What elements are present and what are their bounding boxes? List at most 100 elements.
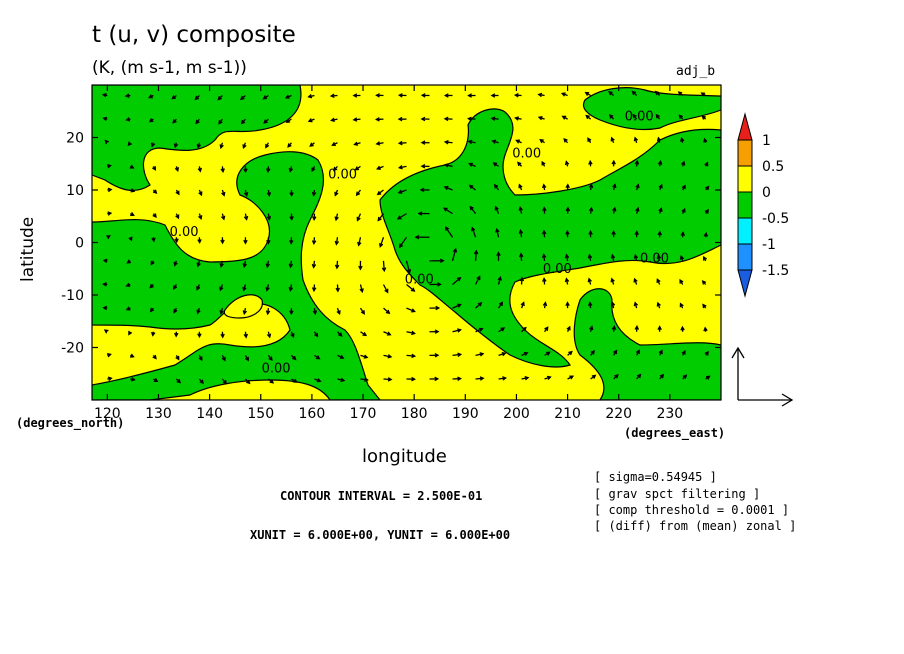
- green-region-northeast-patch: [582, 87, 721, 131]
- wind-vector-head: [311, 263, 317, 269]
- wind-vector-head: [269, 379, 275, 384]
- wind-vector-head: [196, 309, 201, 315]
- wind-vector-head: [631, 90, 637, 96]
- wind-vector-head: [514, 116, 520, 121]
- wind-vector-head: [704, 161, 709, 167]
- wind-vector-head: [518, 252, 524, 258]
- wind-vector-head: [633, 277, 638, 283]
- wind-vector-head: [679, 254, 685, 260]
- wind-vector-head: [632, 113, 637, 119]
- wind-vector-head: [417, 211, 423, 216]
- wind-vector-head: [658, 183, 663, 189]
- wind-vector-head: [681, 184, 686, 190]
- wind-vector-head: [443, 93, 449, 98]
- wind-vector-head: [500, 327, 506, 332]
- wind-vector-head: [560, 92, 566, 97]
- wind-vector: [382, 284, 389, 293]
- wind-vector-head: [701, 115, 706, 120]
- wind-vector-head: [125, 306, 131, 311]
- wind-vector-head: [546, 351, 551, 356]
- wind-vector-head: [498, 301, 504, 307]
- wind-vector-head: [334, 216, 339, 222]
- wind-vector-head: [420, 116, 426, 122]
- wind-vector-head: [700, 92, 706, 97]
- wind-vector-head: [457, 328, 462, 333]
- wind-vector-head: [501, 351, 507, 357]
- wind-vector-head: [469, 205, 474, 211]
- wind-vector-head: [174, 238, 179, 244]
- wind-vector-head: [387, 354, 393, 359]
- wind-vector-head: [443, 116, 449, 122]
- wind-vector-head: [479, 352, 485, 357]
- wind-vector-head: [523, 351, 529, 357]
- wind-vector-head: [703, 137, 708, 143]
- wind-vector-head: [316, 378, 322, 383]
- wind-vector-head: [175, 214, 180, 220]
- wind-vector-head: [434, 353, 440, 358]
- wind-vector-head: [240, 119, 246, 125]
- wind-vector-head: [196, 285, 201, 291]
- wind-vector-head: [608, 114, 614, 119]
- wind-vector-head: [539, 139, 544, 144]
- x-tick-label: 220: [605, 406, 632, 422]
- contour-label: 0.00: [405, 272, 434, 287]
- y-tick-label: 20: [66, 131, 84, 147]
- wind-vector-head: [419, 187, 425, 193]
- wind-vector-head: [220, 333, 225, 339]
- wind-vector-head: [107, 211, 113, 216]
- vector-units-text: XUNIT = 6.000E+00, YUNIT = 6.000E+00: [250, 528, 511, 542]
- wind-vector-head: [340, 377, 346, 383]
- wind-vector-head: [537, 116, 543, 121]
- note-line: [ grav spct filtering ]: [594, 487, 761, 501]
- wind-vector-head: [219, 263, 224, 268]
- wind-vector-head: [220, 215, 226, 221]
- wind-vector-head: [243, 333, 249, 339]
- x-tick-label: 140: [196, 406, 223, 422]
- wind-vector-head: [613, 349, 618, 355]
- wind-vector-head: [128, 330, 133, 336]
- wind-vector-head: [518, 206, 523, 211]
- wind-vector-head: [243, 215, 249, 221]
- wind-vector-head: [435, 305, 441, 311]
- wind-vector-head: [107, 353, 112, 358]
- colorbar-label: -1: [762, 237, 776, 253]
- wind-vector-head: [362, 332, 368, 337]
- wind-vector: [397, 213, 407, 220]
- wind-vector-head: [634, 230, 639, 235]
- wind-vector-head: [591, 374, 597, 379]
- wind-vector-head: [199, 379, 204, 385]
- x-tick-label: 130: [145, 406, 172, 422]
- wind-vector-head: [541, 253, 547, 259]
- wind-vector-head: [568, 350, 573, 356]
- wind-vector-head: [352, 117, 358, 122]
- wind-vector-head: [398, 243, 404, 249]
- wind-vector-head: [102, 282, 107, 287]
- wind-vector-head: [265, 168, 271, 174]
- wind-vector-head: [196, 143, 202, 149]
- wind-vector-head: [339, 354, 345, 359]
- x-tick-label: 230: [656, 406, 683, 422]
- wind-vector-head: [376, 190, 382, 196]
- wind-vector-head: [496, 251, 501, 256]
- wind-vector-head: [520, 301, 525, 307]
- wind-vector-head: [561, 115, 567, 120]
- wind-vector-head: [518, 228, 524, 234]
- wind-vector-head: [311, 191, 317, 197]
- wind-vector-head: [654, 90, 660, 96]
- wind-vector-head: [658, 349, 663, 355]
- wind-vector-head: [411, 308, 416, 313]
- contour-interval-text: CONTOUR INTERVAL = 2.500E-01: [280, 489, 483, 503]
- wind-vector-head: [311, 287, 317, 293]
- wind-vector-head: [355, 191, 361, 197]
- wind-vector: [406, 283, 415, 292]
- wind-vector-head: [130, 188, 136, 193]
- wind-vector-head: [658, 207, 663, 213]
- wind-vector-head: [634, 159, 640, 165]
- wind-vector-head: [198, 356, 203, 362]
- wind-vector-head: [243, 168, 248, 174]
- wind-vector-head: [517, 161, 522, 167]
- wind-vector-head: [611, 230, 616, 235]
- wind-vector-head: [331, 141, 336, 147]
- wind-vector-head: [287, 143, 292, 148]
- wind-vector: [469, 206, 477, 215]
